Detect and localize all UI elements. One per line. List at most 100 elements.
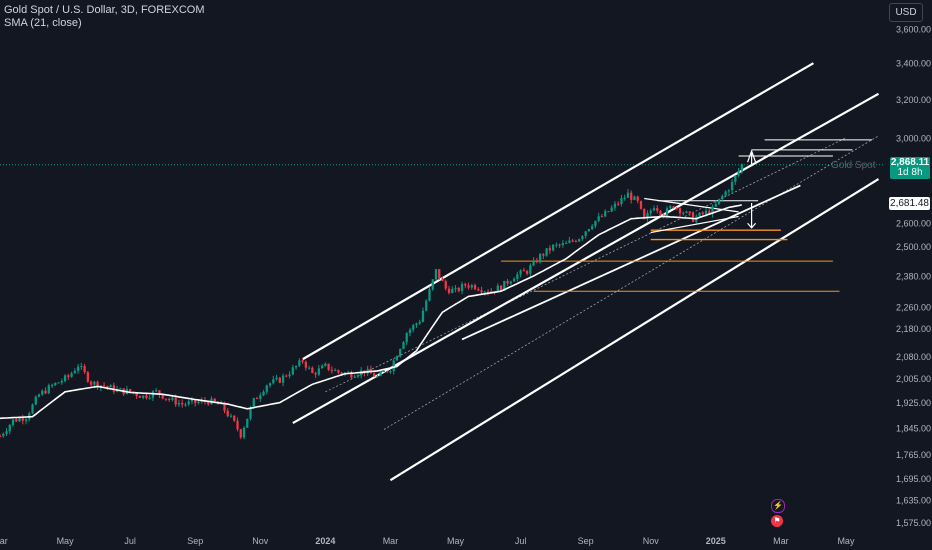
candle-body: [317, 368, 320, 375]
candle-body: [76, 366, 80, 371]
y-tick-label: 1,845.00: [896, 423, 931, 433]
candle-body: [233, 415, 236, 421]
candle-body: [447, 288, 451, 293]
candle-body: [639, 200, 643, 209]
us-flag-event-icon[interactable]: ⚑: [771, 515, 783, 527]
flash-event-icon[interactable]: ⚡: [771, 499, 785, 513]
candle-body: [278, 377, 281, 383]
candle-body: [86, 372, 89, 382]
candle-body: [177, 402, 181, 405]
candle-body: [704, 210, 708, 215]
legend-indicator[interactable]: SMA (21, close): [4, 17, 82, 29]
candle-body: [652, 208, 656, 211]
target-arrow-up: [747, 149, 757, 167]
candle-body: [272, 379, 275, 384]
candle-body: [337, 370, 340, 373]
x-tick-label: Jul: [124, 536, 136, 546]
x-tick-label: Mar: [773, 536, 789, 546]
y-tick-label: 2,180.00: [896, 324, 931, 334]
last-price-tag: 2,868.11 1d 8h: [890, 157, 930, 179]
y-tick-label: 2,380.00: [896, 271, 931, 281]
candle-body: [304, 361, 307, 368]
candle-body: [41, 390, 44, 395]
candle-body: [408, 329, 412, 334]
candle-body: [21, 418, 24, 421]
candle-body: [610, 207, 613, 212]
candle-body: [80, 366, 83, 368]
candle-body: [649, 210, 652, 214]
sma-line: [0, 204, 742, 420]
candle-body: [301, 360, 304, 362]
channel-line: [302, 62, 814, 361]
candle-body: [294, 365, 298, 368]
candle-body: [451, 288, 454, 293]
candle-body: [522, 270, 525, 272]
candle-body: [181, 402, 184, 405]
candle-body: [607, 211, 610, 213]
candle-body: [578, 239, 581, 242]
candle-body: [356, 375, 360, 377]
candle-body: [711, 206, 714, 215]
candle-body: [373, 373, 376, 377]
candle-body: [412, 325, 415, 330]
candle-body: [480, 290, 483, 293]
candle-body: [252, 398, 255, 408]
candle-body: [285, 375, 288, 377]
candle-body: [535, 260, 538, 263]
candle-body: [89, 381, 93, 385]
time-axis[interactable]: Mar May Jul Sep Nov 2024 Mar May Jul Sep Nov 2025 Ma…: [0, 536, 855, 546]
candle-body: [724, 191, 727, 196]
candle-body: [538, 254, 542, 263]
candle-body: [148, 397, 151, 399]
candle-body: [402, 342, 405, 349]
legend-symbol[interactable]: Gold Spot / U.S. Dollar, 3D, FOREXCOM: [4, 4, 205, 16]
x-tick-label: Jul: [515, 536, 527, 546]
candle-body: [428, 289, 431, 301]
candle-body: [636, 196, 639, 201]
candle-body: [187, 401, 190, 405]
candle-body: [444, 281, 447, 289]
candle-body: [682, 212, 685, 214]
candle-body: [740, 164, 743, 171]
candle-body: [483, 291, 486, 293]
candle-body: [457, 287, 460, 292]
candle-body: [70, 373, 73, 377]
candle-body: [340, 372, 343, 375]
candle-body: [376, 375, 379, 377]
candle-body: [529, 265, 532, 274]
candle-body: [470, 285, 473, 288]
last-price-value: 2,868.11: [890, 157, 930, 168]
candle-body: [109, 385, 112, 388]
candle-body: [630, 192, 633, 200]
candle-body: [174, 397, 177, 405]
candle-body: [584, 231, 587, 237]
candle-body: [730, 181, 734, 191]
candle-body: [623, 197, 626, 199]
x-tick-label: Nov: [252, 536, 269, 546]
chart-legend: Gold Spot / U.S. Dollar, 3D, FOREXCOM SM…: [4, 4, 205, 30]
candle-body: [525, 271, 529, 274]
candle-body: [37, 394, 41, 397]
candle-body: [44, 390, 47, 394]
candle-body: [626, 192, 630, 198]
candle-body: [93, 381, 96, 385]
candle-body: [226, 410, 229, 417]
y-tick-label: 1,575.00: [896, 518, 931, 528]
currency-button[interactable]: USD: [889, 3, 923, 22]
candle-body: [236, 420, 239, 430]
candle-body: [656, 208, 659, 211]
y-tick-label: 1,635.00: [896, 495, 931, 505]
candle-body: [737, 170, 740, 176]
price-axis[interactable]: 3,600.00 3,400.00 3,200.00 3,000.00 2,600.00…: [896, 25, 931, 528]
candle-body: [389, 371, 392, 373]
candle-body: [405, 333, 408, 343]
candle-body: [678, 208, 682, 214]
candle-body: [298, 360, 301, 366]
candle-body: [701, 212, 704, 215]
candle-body: [464, 284, 467, 286]
candle-body: [155, 390, 158, 392]
candle-body: [727, 190, 730, 192]
bar-countdown: 1d 8h: [897, 167, 923, 178]
